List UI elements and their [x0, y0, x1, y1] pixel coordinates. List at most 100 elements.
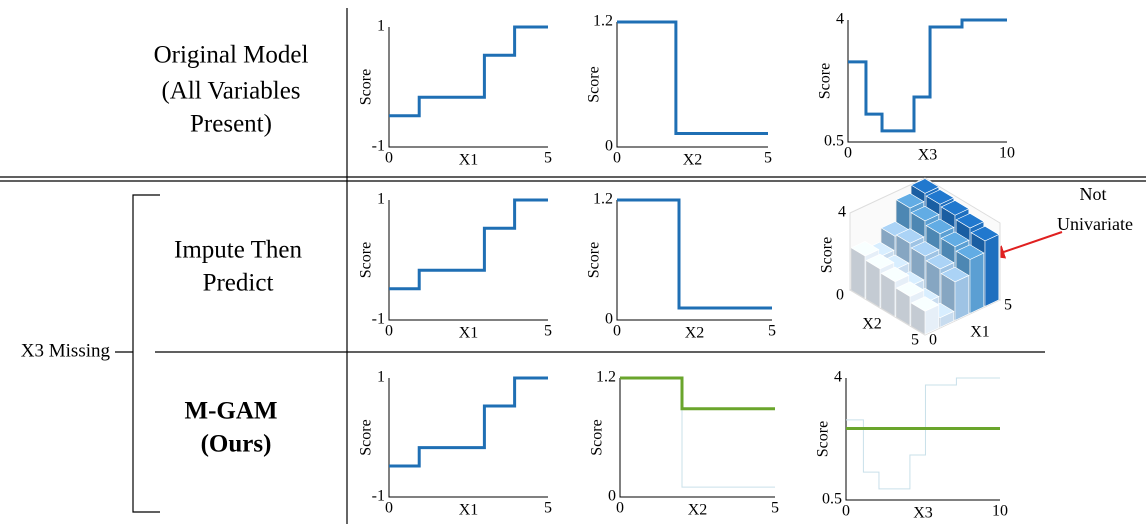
- bar-top: [850, 240, 880, 257]
- y-axis-label: Score: [586, 242, 603, 278]
- y-tick-label: 4: [836, 11, 844, 28]
- x-tick-label: 5: [764, 150, 772, 167]
- x-tick-label: 0: [613, 150, 621, 167]
- x-axis-label: X2: [688, 502, 708, 519]
- y-axis-label: Score: [358, 69, 375, 105]
- axis: [388, 200, 548, 321]
- y-axis-label: Score: [817, 63, 834, 99]
- annotation: Not: [1080, 184, 1107, 204]
- axis: [388, 27, 548, 148]
- y-axis-label: X2: [862, 316, 882, 333]
- bar-top: [910, 241, 940, 257]
- y-tick-label: 0: [605, 311, 613, 328]
- line-series: [848, 18, 1007, 133]
- bar-top: [955, 244, 985, 260]
- y-axis-label: Score: [358, 242, 375, 278]
- bar-top: [865, 253, 895, 270]
- line-series: [617, 198, 772, 310]
- y-tick-label: 0.5: [824, 133, 844, 150]
- group-label: X3 Missing: [21, 340, 111, 361]
- x-tick-label: 5: [544, 500, 552, 517]
- arrow: [990, 231, 1063, 259]
- axis: [616, 200, 772, 321]
- axis: [847, 20, 1007, 143]
- x-tick-label: 5: [544, 323, 552, 340]
- x-tick-label: 5: [768, 323, 776, 340]
- row-label: Present): [190, 111, 272, 138]
- x-tick-label: 10: [999, 145, 1015, 162]
- bar-face: [969, 252, 985, 314]
- z-tick-label: 4: [838, 204, 846, 221]
- bar-3d: [910, 296, 940, 335]
- x-axis-label: X3: [918, 147, 938, 164]
- x-tick-label: 0: [385, 150, 393, 167]
- axis: [845, 378, 1000, 501]
- y-tick-label: -1: [372, 488, 385, 505]
- z-axis-label: Score: [819, 237, 836, 273]
- y-tick-label: 5: [911, 332, 919, 349]
- y-tick-label: 1.2: [596, 369, 616, 386]
- y-tick-label: -1: [372, 311, 385, 328]
- row-label: M-GAM: [184, 398, 277, 425]
- annotation: Univariate: [1057, 214, 1133, 234]
- row-label: Impute Then: [174, 237, 302, 264]
- axis: [616, 22, 768, 148]
- bar-top: [910, 178, 940, 194]
- bar-top: [895, 193, 925, 209]
- x-axis-label: X2: [683, 152, 703, 169]
- line-series: [389, 376, 548, 468]
- line-series: [617, 20, 768, 135]
- row-label: (Ours): [201, 431, 272, 458]
- y-tick-label: 1: [377, 191, 385, 208]
- line-series: [846, 377, 1000, 490]
- row-label: (All Variables: [161, 78, 300, 105]
- line-series: [620, 376, 775, 411]
- y-axis-label: Score: [358, 419, 375, 455]
- bar-top: [940, 231, 970, 247]
- y-tick-label: 4: [834, 369, 842, 386]
- x-axis-label: X1: [459, 502, 479, 519]
- y-tick-label: 0.5: [822, 491, 842, 508]
- x-tick-label: 0: [844, 145, 852, 162]
- y-tick-label: 0: [836, 287, 844, 304]
- bar-top: [925, 189, 955, 205]
- y-axis-label: Score: [815, 421, 832, 457]
- x-tick-label: 0: [616, 500, 624, 517]
- x-axis-label: X1: [970, 324, 990, 341]
- y-tick-label: 0: [605, 138, 613, 155]
- bar-top: [940, 266, 970, 283]
- x-tick-label: 0: [842, 503, 850, 520]
- bar-top: [910, 296, 940, 312]
- y-tick-label: 1.2: [593, 13, 613, 30]
- line-series: [389, 25, 548, 118]
- y-axis-label: Score: [586, 66, 603, 102]
- bar-top: [910, 205, 940, 222]
- line-series: [620, 377, 775, 488]
- axis: [619, 378, 775, 498]
- x-tick-label: 0: [385, 323, 393, 340]
- bar-top: [895, 228, 925, 244]
- x-axis-label: X3: [913, 505, 933, 522]
- y-tick-label: -1: [372, 138, 385, 155]
- axis: [388, 378, 548, 498]
- x-tick-label: 5: [544, 150, 552, 167]
- row-label: Predict: [203, 270, 274, 297]
- x-tick-label: 5: [771, 500, 779, 517]
- x-tick-label: 0: [929, 332, 937, 349]
- x-axis-label: X1: [459, 325, 479, 342]
- bar-face: [984, 233, 1000, 307]
- bar-top: [925, 253, 955, 270]
- y-tick-label: 1: [377, 18, 385, 35]
- x-axis-label: X2: [685, 325, 705, 342]
- x-tick-label: 5: [1004, 297, 1012, 314]
- bar-top: [880, 266, 910, 283]
- bar-face: [954, 274, 970, 321]
- bar-top: [955, 213, 985, 229]
- bar-top: [925, 218, 955, 235]
- x-axis-label: X1: [459, 152, 479, 169]
- y-tick-label: 1: [377, 369, 385, 386]
- bracket: [115, 194, 160, 513]
- x-tick-label: 0: [385, 500, 393, 517]
- x-tick-label: 10: [992, 503, 1008, 520]
